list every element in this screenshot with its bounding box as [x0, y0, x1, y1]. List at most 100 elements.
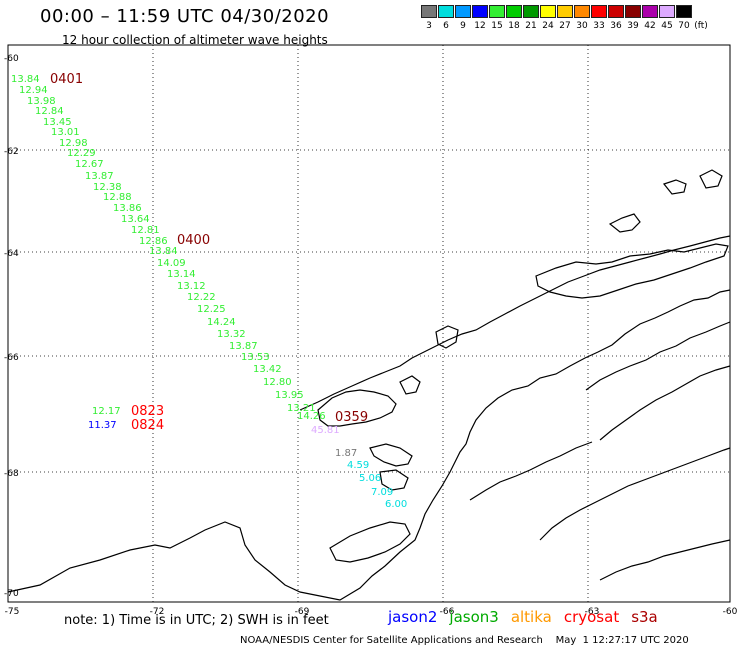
wave-height-label: 12.98: [59, 138, 88, 149]
wave-height-label: 14.26: [297, 411, 326, 422]
satellite-name: s3a: [631, 608, 658, 626]
legend-swatch: [591, 5, 607, 18]
satellite-legend: jason2 jason3 altika cryosat s3a: [388, 608, 670, 626]
lat-label: -64: [4, 249, 19, 259]
legend-swatch: [625, 5, 641, 18]
legend-unit: (ft): [694, 21, 708, 31]
wave-height-label: 12.88: [103, 192, 132, 203]
peninsula-west-coast: [299, 235, 731, 411]
wave-height-label: 14.09: [157, 258, 186, 269]
lat-label: -62: [4, 147, 19, 157]
wave-height-label: 4.59: [347, 460, 369, 471]
ronne-coast: [469, 441, 593, 501]
legend-label: 70: [678, 21, 690, 31]
eastern-coast: [539, 447, 731, 541]
legend-label: 33: [593, 21, 605, 31]
wave-height-label: 13.84: [149, 246, 178, 257]
biscoe-islands: [369, 443, 413, 467]
wave-height-label: 13.84: [11, 74, 40, 85]
page-title: 00:00 – 11:59 UTC 04/30/2020: [40, 6, 330, 27]
coastline: [7, 169, 731, 601]
joinville-island: [699, 169, 723, 189]
wave-height-label: 13.87: [229, 341, 258, 352]
wave-height-label: 5.06: [359, 473, 381, 484]
wave-height-label: 13.12: [177, 281, 206, 292]
legend-swatch: [642, 5, 658, 18]
lat-label: -60: [4, 54, 19, 64]
wave-height-label: 13.32: [217, 329, 246, 340]
southern-coast: [599, 539, 731, 581]
adelaide-island: [317, 389, 397, 427]
satellite-name: cryosat: [563, 608, 620, 626]
weddell-coast: [585, 321, 731, 391]
wave-height-label: 13.21: [287, 403, 316, 414]
legend-label: 36: [610, 21, 622, 31]
wave-height-label: 13.95: [275, 390, 304, 401]
legend-swatch: [540, 5, 556, 18]
wave-height-label: 12.80: [263, 377, 292, 388]
satellite-name: jason2: [388, 608, 438, 626]
lon-label: -72: [150, 607, 165, 617]
legend-swatch: [489, 5, 505, 18]
time-label: 0824: [131, 418, 164, 433]
wave-height-label: 13.64: [121, 214, 150, 225]
time-label: 0400: [177, 233, 210, 248]
graticule: [8, 45, 730, 602]
legend-label: 12: [474, 21, 486, 31]
legend-swatch: [455, 5, 471, 18]
elephant-island: [662, 179, 687, 195]
satellite-name: jason3: [449, 608, 499, 626]
legend-label: 6: [443, 21, 449, 31]
wave-height-label: 13.01: [51, 127, 80, 138]
wave-height-label: 12.25: [197, 304, 226, 315]
wave-height-label: 12.22: [187, 292, 216, 303]
wave-height-label: 6.00: [385, 499, 407, 510]
lon-label: -75: [5, 607, 20, 617]
legend-label: 24: [542, 21, 554, 31]
wave-height-label: 13.45: [43, 117, 72, 128]
time-label: 0401: [50, 72, 83, 87]
credit-line: NOAA/NESDIS Center for Satellite Applica…: [240, 635, 689, 646]
wave-height-label: 13.86: [113, 203, 142, 214]
larsen-coast: [599, 365, 731, 441]
wave-height-label: 13.53: [241, 352, 270, 363]
lat-label: -66: [4, 353, 19, 363]
footer-note: note: 1) Time is in UTC; 2) SWH is in fe…: [64, 613, 329, 628]
wave-height-label: 12.29: [67, 148, 96, 159]
time-label: 0359: [335, 410, 368, 425]
axis-labels: -60 -62 -64 -66 -68 -70 -75 -72 -69 -66 -63 -60: [4, 54, 738, 617]
lat-label: -70: [4, 589, 19, 599]
peninsula-coast: [7, 289, 731, 601]
wave-height-label: 45.81: [311, 425, 340, 436]
legend-swatch: [421, 5, 437, 18]
legend-labels: 3 6 9 12 15 18 21 24 27 30 33 36 39 42 45 70 (ft): [421, 18, 708, 31]
wave-height-label: 1.87: [335, 448, 357, 459]
wave-height-label: 12.81: [131, 225, 160, 236]
wave-height-label: 12.94: [19, 85, 48, 96]
wave-height-label: 14.24: [207, 317, 236, 328]
wave-height-label: 13.87: [85, 171, 114, 182]
legend-swatch: [574, 5, 590, 18]
legend-label: 27: [559, 21, 571, 31]
wave-height-label: 12.84: [35, 106, 64, 117]
legend-label: 30: [576, 21, 588, 31]
legend-label: 9: [460, 21, 466, 31]
brabant-island: [435, 325, 459, 349]
satellite-name: altika: [510, 608, 552, 626]
wave-height-label: 12.67: [75, 159, 104, 170]
lon-label: -63: [585, 607, 600, 617]
wave-height-label: 13.98: [27, 96, 56, 107]
alexander-island: [329, 521, 411, 563]
legend-label: 15: [491, 21, 503, 31]
king-george-island: [608, 213, 641, 233]
legend-label: 21: [525, 21, 537, 31]
wave-height-label: 11.37: [88, 420, 117, 431]
wave-height-label: 12.38: [93, 182, 122, 193]
time-label: 0823: [131, 404, 164, 419]
legend-swatch: [506, 5, 522, 18]
wave-height-label: 12.17: [92, 406, 121, 417]
lon-label: -69: [295, 607, 310, 617]
legend-label: 3: [426, 21, 432, 31]
